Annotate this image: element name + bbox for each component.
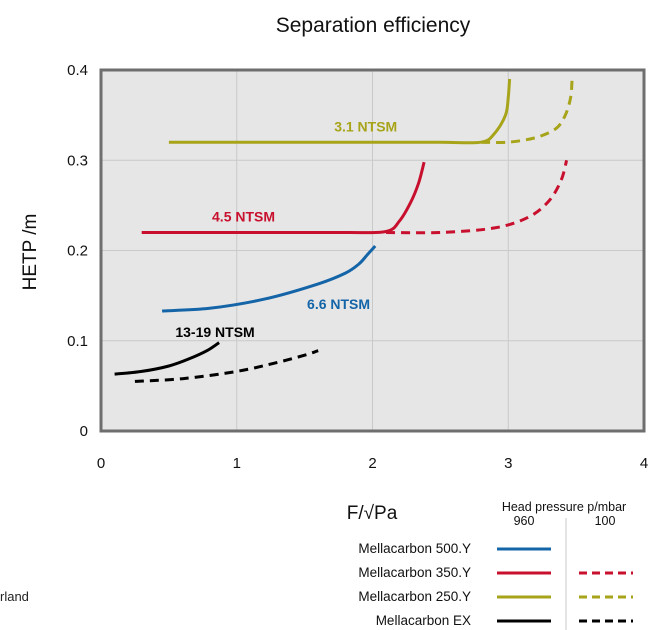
y-tick-label: 0.1 (67, 333, 88, 350)
y-tick-label: 0.2 (67, 243, 88, 260)
series-line-mellacarbon-500-y-960 (162, 245, 377, 313)
legend-label-mellacarbon-500-y: Mellacarbon 500.Y (358, 541, 471, 556)
x-tick-label: 4 (640, 455, 648, 472)
series-line-mellacarbon-250-y-960 (168, 78, 512, 145)
annotations: 3.1 NTSM 4.5 NTSM 6.6 NTSM 13-19 NTSM (175, 118, 397, 340)
y-tick-label: 0 (80, 423, 88, 440)
x-axis-label: F/√Pa (347, 503, 398, 524)
annotation-13-19-ntsm: 13-19 NTSM (175, 324, 254, 340)
ticks: 0 1 2 3 4 0 0.1 0.2 0.3 0.4 (67, 62, 648, 472)
x-tick-label: 0 (97, 455, 105, 472)
y-tick-label: 0.3 (67, 152, 88, 169)
legend-column-960: 960 (514, 514, 535, 528)
series-group (114, 78, 574, 383)
annotation-3-1-ntsm: 3.1 NTSM (334, 118, 397, 134)
series-line-mellacarbon-350-y-960 (141, 161, 426, 235)
annotation-4-5-ntsm: 4.5 NTSM (212, 209, 275, 225)
legend-label-mellacarbon-350-y: Mellacarbon 350.Y (358, 565, 471, 580)
annotation-6-6-ntsm: 6.6 NTSM (307, 296, 370, 312)
legend-label-mellacarbon-ex: Mellacarbon EX (376, 613, 471, 628)
y-axis-label: HETP /m (20, 214, 41, 291)
x-tick-label: 1 (233, 455, 241, 472)
legend-label-mellacarbon-250-y: Mellacarbon 250.Y (358, 589, 471, 604)
chart-title: Separation efficiency (276, 14, 471, 37)
cropped-footer-text: rland (0, 589, 29, 604)
series-line-mellacarbon-ex-960 (114, 341, 220, 376)
plot-frame (99, 68, 646, 433)
legend: Head pressure p/mbar 960 100 Mellacarbon… (358, 500, 633, 630)
series-line-mellacarbon-250-y-100 (481, 78, 574, 145)
series-line-mellacarbon-ex-100 (134, 349, 319, 383)
y-tick-label: 0.4 (67, 62, 88, 79)
legend-column-100: 100 (595, 514, 616, 528)
legend-rows: Mellacarbon 500.Y Mellacarbon 350.Y Mellac… (358, 541, 633, 628)
x-tick-label: 2 (368, 455, 376, 472)
x-tick-label: 3 (504, 455, 512, 472)
legend-header: Head pressure p/mbar (502, 500, 626, 514)
